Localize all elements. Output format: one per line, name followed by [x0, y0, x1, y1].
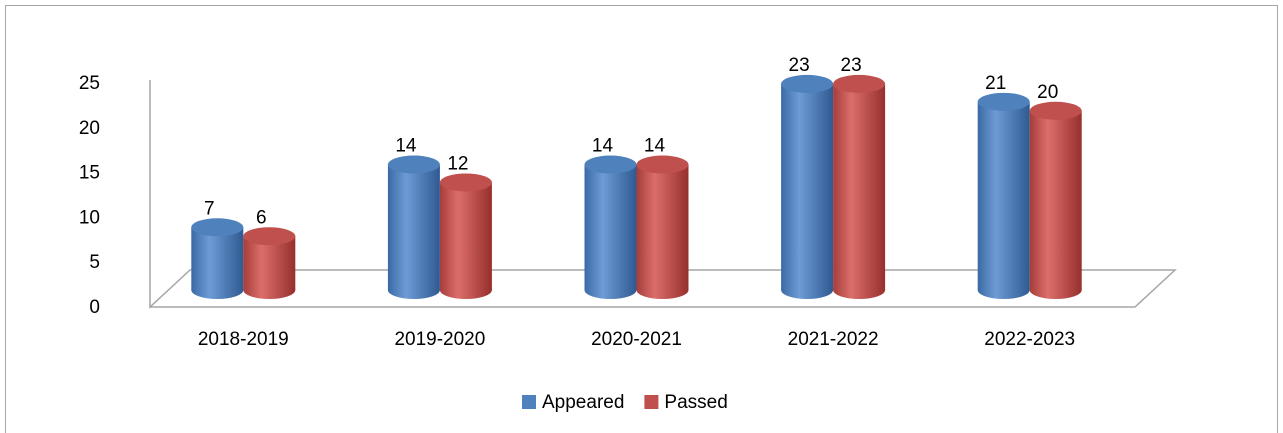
bar-top — [636, 155, 689, 174]
y-tick-label: 0 — [89, 297, 100, 318]
bar-top — [584, 155, 637, 174]
bar — [191, 227, 244, 290]
data-label: 14 — [592, 136, 614, 157]
data-label: 7 — [204, 198, 215, 219]
y-tick-label: 15 — [79, 163, 100, 184]
bar — [584, 164, 637, 290]
x-tick-label: 2021-2022 — [788, 329, 879, 350]
data-label: 20 — [1037, 82, 1058, 103]
x-tick-label: 2020-2021 — [591, 329, 682, 350]
bar — [387, 164, 440, 290]
bar — [439, 182, 492, 290]
data-label: 14 — [395, 136, 417, 157]
bar — [977, 101, 1030, 290]
bar — [781, 83, 834, 290]
data-label: 21 — [985, 73, 1006, 94]
legend-label: Appeared — [542, 392, 624, 413]
bar-top — [439, 173, 492, 192]
x-tick-label: 2018-2019 — [198, 329, 289, 350]
data-label: 6 — [256, 207, 267, 228]
data-label: 23 — [789, 55, 810, 76]
y-tick-label: 5 — [89, 252, 100, 273]
bar-top — [243, 227, 296, 246]
bar-top — [191, 218, 244, 237]
bar — [833, 83, 886, 290]
bar — [1029, 110, 1082, 290]
legend-swatch — [522, 395, 536, 409]
bar — [636, 164, 689, 290]
bar-top — [977, 92, 1030, 111]
bar-top — [1029, 101, 1082, 120]
y-tick-label: 10 — [79, 207, 100, 228]
y-tick-label: 25 — [79, 73, 100, 94]
bar-top — [781, 74, 834, 93]
bar-top — [833, 74, 886, 93]
bar-top — [387, 155, 440, 174]
y-tick-label: 20 — [79, 118, 100, 139]
data-label: 12 — [447, 153, 468, 174]
data-label: 23 — [841, 55, 862, 76]
legend-swatch — [644, 395, 659, 409]
data-label: 14 — [644, 136, 666, 157]
x-tick-label: 2019-2020 — [394, 329, 485, 350]
x-tick-label: 2022-2023 — [984, 329, 1075, 350]
legend-label: Passed — [664, 392, 727, 413]
